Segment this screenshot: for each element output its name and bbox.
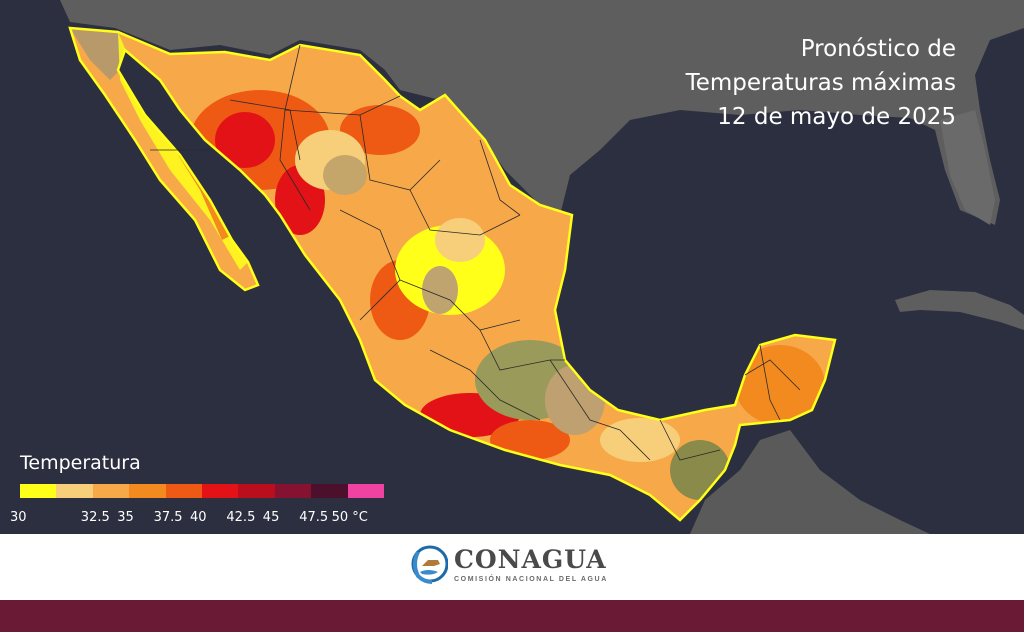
legend-label: 50 °C (331, 510, 368, 525)
central-america (690, 430, 930, 534)
conagua-emblem-icon (411, 545, 448, 584)
logo-name: CONAGUA (454, 544, 607, 574)
legend-swatch-9 (347, 484, 385, 498)
cuba (895, 290, 1024, 330)
legend-label: 40 (190, 510, 207, 525)
legend-swatch-6 (238, 484, 275, 498)
conagua-logo: CONAGUA COMISIÓN NACIONAL DEL AGUA (408, 542, 608, 586)
footer: CONAGUA COMISIÓN NACIONAL DEL AGUA (0, 534, 1024, 600)
title-line-3: 12 de mayo de 2025 (717, 104, 956, 130)
legend-label: 47.5 (299, 510, 329, 525)
legend-swatch-4 (165, 484, 203, 498)
temperature-legend: Temperatura 30 32.5 35 37.5 40 42.5 45 47.5 50 °… (10, 452, 385, 525)
logo-subtitle: COMISIÓN NACIONAL DEL AGUA (454, 575, 608, 583)
title-line-1: Pronóstico de (800, 36, 956, 62)
usa-landmass (60, 0, 1024, 225)
legend-swatch-0 (20, 484, 57, 498)
legend-swatch-7 (274, 484, 312, 498)
legend-labels: 30 32.5 35 37.5 40 42.5 45 47.5 50 °C (10, 510, 410, 526)
footer-band (0, 600, 1024, 632)
map-title: Pronóstico de Temperaturas máximas 12 de… (686, 32, 956, 134)
legend-swatch-5 (202, 484, 239, 498)
legend-swatch-2 (92, 484, 130, 498)
legend-swatch-8 (311, 484, 348, 498)
legend-label: 30 (10, 510, 27, 525)
temperature-map: Pronóstico de Temperaturas máximas 12 de… (0, 0, 1024, 534)
title-line-2: Temperaturas máximas (685, 70, 956, 96)
legend-label: 37.5 (153, 510, 183, 525)
legend-label: 42.5 (226, 510, 256, 525)
legend-label: 35 (117, 510, 134, 525)
florida (940, 110, 995, 225)
legend-label: 32.5 (80, 510, 110, 525)
legend-swatch-1 (56, 484, 93, 498)
legend-swatch-3 (129, 484, 166, 498)
legend-title: Temperatura (20, 452, 141, 474)
state-borders (150, 44, 801, 461)
legend-color-scale (20, 484, 385, 498)
legend-label: 45 (262, 510, 280, 525)
map-canvas (0, 0, 1024, 534)
